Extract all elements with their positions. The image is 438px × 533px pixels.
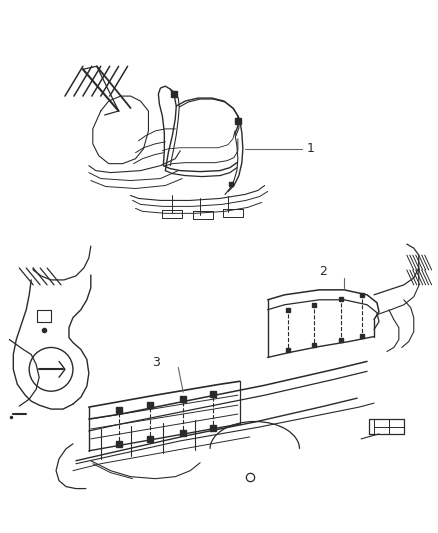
Text: 1: 1 xyxy=(307,142,314,155)
Text: 2: 2 xyxy=(319,265,327,278)
Text: 3: 3 xyxy=(152,356,160,369)
